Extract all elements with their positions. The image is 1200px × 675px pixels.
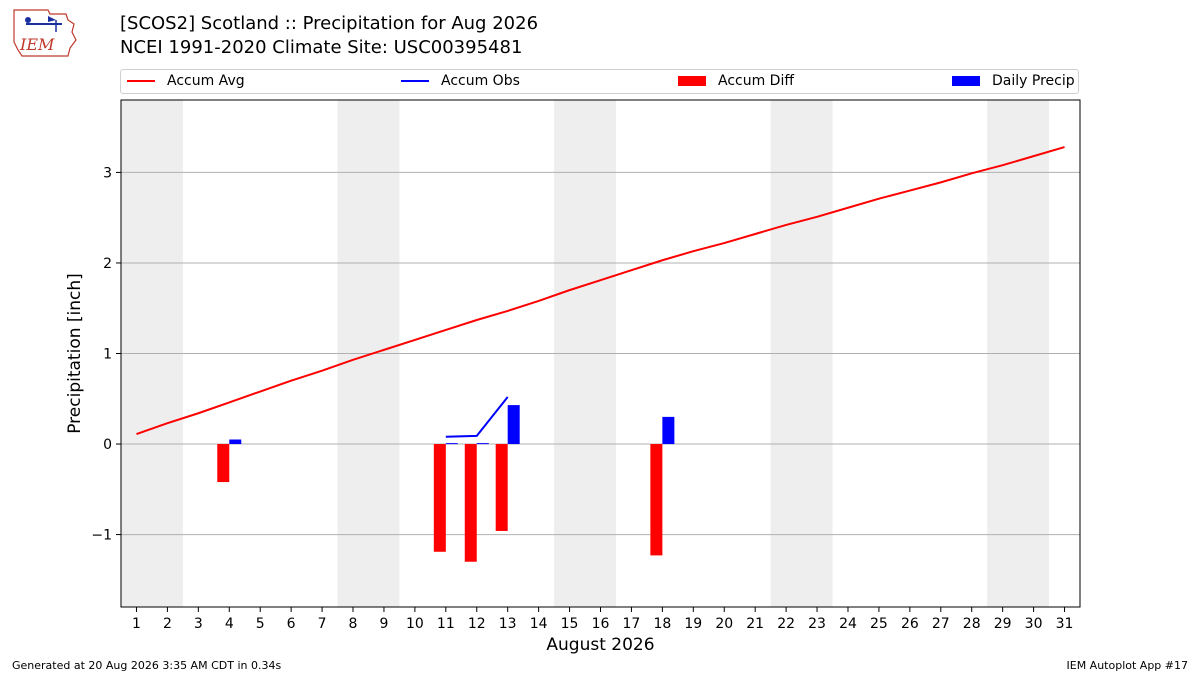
x-tick-label: 20 (715, 616, 733, 632)
legend-item-accum-obs: Accum Obs (401, 73, 520, 89)
y-tick-label: 0 (103, 437, 112, 453)
autoplot-app-label: IEM Autoplot App #17 (1066, 659, 1189, 672)
accum-obs-line (445, 396, 509, 438)
x-tick-label: 13 (499, 616, 517, 632)
y-tick-label: 3 (103, 165, 112, 181)
x-tick-label: 5 (256, 616, 265, 632)
x-tick-label: 16 (592, 616, 610, 632)
legend-swatch-accum-diff (678, 76, 706, 86)
x-tick-label: 15 (561, 616, 579, 632)
x-tick-label: 6 (287, 616, 296, 632)
chart-title: [SCOS2] Scotland :: Precipitation for Au… (120, 13, 539, 34)
legend-swatch-accum-obs (401, 80, 429, 82)
daily-precip-bar (229, 439, 242, 445)
x-tick-label: 2 (163, 616, 172, 632)
x-tick-label: 26 (901, 616, 919, 632)
x-tick-label: 18 (653, 616, 671, 632)
iem-logo: IEM (13, 9, 77, 57)
accum-avg-line (136, 146, 1065, 436)
accum-diff-bar (217, 444, 230, 483)
legend-label-accum-obs: Accum Obs (441, 73, 520, 89)
x-tick-label: 10 (406, 616, 424, 632)
x-tick-label: 8 (349, 616, 358, 632)
generated-timestamp: Generated at 20 Aug 2026 3:35 AM CDT in … (12, 659, 282, 672)
daily-precip-bar (662, 416, 675, 445)
x-tick-label: 4 (225, 616, 234, 632)
x-tick-label: 19 (684, 616, 702, 632)
x-axis-label: August 2026 (546, 635, 654, 655)
legend-label-accum-diff: Accum Diff (718, 73, 795, 89)
x-tick-label: 14 (530, 616, 548, 632)
x-tick-label: 27 (932, 616, 950, 632)
accum-diff-bar (433, 444, 446, 552)
accum-diff-bar (495, 444, 508, 531)
legend-label-accum-avg: Accum Avg (167, 73, 245, 89)
x-tick-label: 22 (777, 616, 795, 632)
legend-item-accum-diff: Accum Diff (678, 73, 794, 89)
legend-swatch-daily-precip (952, 76, 980, 86)
x-tick-label: 7 (318, 616, 327, 632)
accum-diff-bar (650, 444, 663, 556)
x-tick-label: 17 (623, 616, 641, 632)
x-tick-label: 24 (839, 616, 857, 632)
legend-label-daily-precip: Daily Precip (992, 73, 1075, 89)
x-tick-label: 29 (994, 616, 1012, 632)
accum-diff-bar (464, 444, 477, 562)
x-tick-label: 25 (870, 616, 888, 632)
y-tick-label: −1 (91, 528, 112, 544)
x-tick-label: 21 (746, 616, 764, 632)
x-tick-label: 30 (1025, 616, 1043, 632)
x-tick-label: 28 (963, 616, 981, 632)
daily-precip-bar (476, 443, 489, 445)
x-tick-label: 9 (379, 616, 388, 632)
chart-legend: Accum Avg Accum Obs Accum Diff Daily Pre… (120, 69, 1079, 94)
legend-swatch-accum-avg (127, 80, 155, 82)
svg-text:IEM: IEM (19, 35, 55, 54)
x-tick-label: 1 (132, 616, 141, 632)
x-tick-label: 3 (194, 616, 203, 632)
x-tick-label: 23 (808, 616, 826, 632)
x-tick-label: 12 (468, 616, 486, 632)
legend-item-daily-precip: Daily Precip (952, 73, 1075, 89)
x-tick-label: 11 (437, 616, 455, 632)
x-tick-label: 31 (1056, 616, 1074, 632)
y-axis-label: Precipitation [inch] (65, 273, 85, 434)
y-tick-label: 1 (103, 347, 112, 363)
y-tick-label: 2 (103, 256, 112, 272)
legend-item-accum-avg: Accum Avg (127, 73, 245, 89)
daily-precip-bar (445, 443, 458, 445)
daily-precip-bar (507, 405, 520, 445)
chart-subtitle: NCEI 1991-2020 Climate Site: USC00395481 (120, 37, 523, 58)
